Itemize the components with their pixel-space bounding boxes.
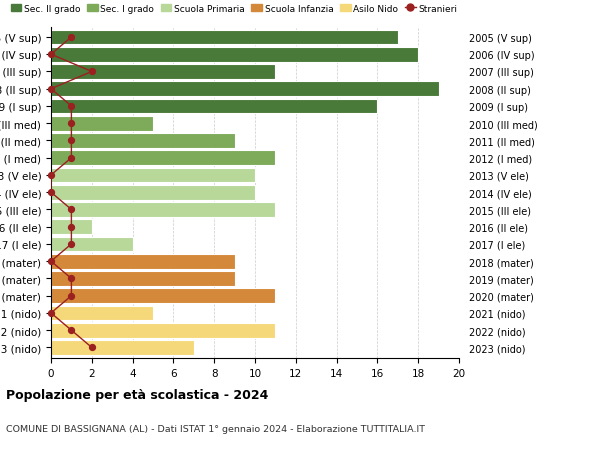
Bar bbox=[51, 117, 153, 131]
Point bbox=[46, 86, 56, 93]
Point bbox=[67, 103, 76, 110]
Bar bbox=[51, 185, 255, 200]
Point bbox=[67, 275, 76, 283]
Point bbox=[67, 138, 76, 145]
Bar bbox=[51, 254, 235, 269]
Bar bbox=[51, 151, 275, 166]
Point bbox=[46, 258, 56, 265]
Bar bbox=[51, 323, 275, 338]
Legend: Sec. II grado, Sec. I grado, Scuola Primaria, Scuola Infanzia, Asilo Nido, Stran: Sec. II grado, Sec. I grado, Scuola Prim… bbox=[11, 5, 457, 13]
Point bbox=[67, 34, 76, 41]
Bar bbox=[51, 65, 275, 79]
Point bbox=[87, 344, 97, 352]
Point bbox=[67, 241, 76, 248]
Bar bbox=[51, 306, 153, 320]
Point bbox=[67, 224, 76, 231]
Bar bbox=[51, 203, 275, 217]
Bar bbox=[51, 272, 235, 286]
Point bbox=[67, 327, 76, 334]
Point bbox=[67, 207, 76, 214]
Point bbox=[46, 172, 56, 179]
Bar bbox=[51, 289, 275, 303]
Bar bbox=[51, 48, 418, 62]
Point bbox=[87, 68, 97, 76]
Point bbox=[46, 309, 56, 317]
Bar bbox=[51, 31, 398, 45]
Point bbox=[67, 292, 76, 300]
Text: Popolazione per età scolastica - 2024: Popolazione per età scolastica - 2024 bbox=[6, 388, 268, 401]
Bar bbox=[51, 168, 255, 183]
Bar bbox=[51, 100, 377, 114]
Bar bbox=[51, 134, 235, 148]
Point bbox=[67, 155, 76, 162]
Bar bbox=[51, 220, 92, 235]
Point bbox=[67, 120, 76, 128]
Point bbox=[46, 189, 56, 196]
Bar bbox=[51, 237, 133, 252]
Bar bbox=[51, 82, 439, 97]
Bar bbox=[51, 341, 194, 355]
Text: COMUNE DI BASSIGNANA (AL) - Dati ISTAT 1° gennaio 2024 - Elaborazione TUTTITALIA: COMUNE DI BASSIGNANA (AL) - Dati ISTAT 1… bbox=[6, 425, 425, 434]
Point bbox=[46, 51, 56, 59]
